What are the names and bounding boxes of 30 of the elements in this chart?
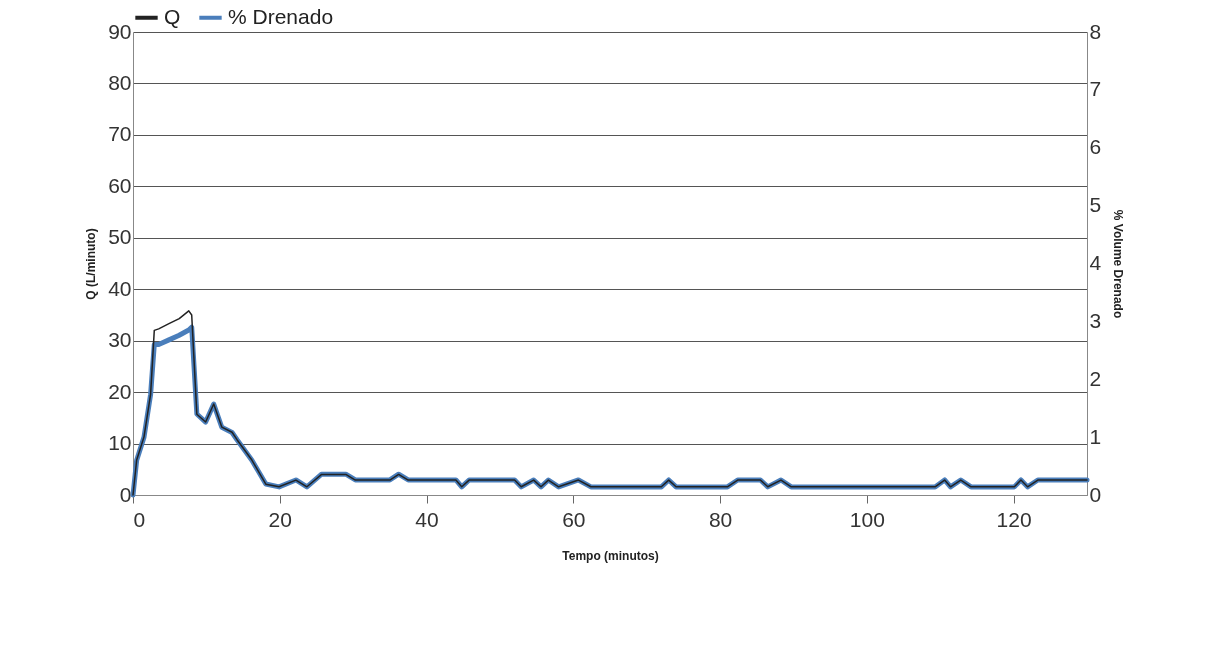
x-tick-label: 40	[415, 507, 439, 531]
x-tick-label: 20	[268, 507, 292, 531]
legend-label: % Drenado	[228, 4, 334, 28]
y-tick-label: 30	[108, 328, 132, 352]
x-tick-label: 80	[708, 507, 733, 531]
y-tick-label: 60	[108, 173, 132, 197]
y-tick-label: 80	[108, 70, 132, 94]
y-tick-label: 40	[108, 276, 132, 300]
y-tick-label: 70	[108, 122, 132, 146]
y-tick-label: 10	[108, 431, 132, 455]
y2-tick-label: 0	[1089, 482, 1102, 506]
y2-tick-label: 2	[1089, 366, 1102, 390]
y2-tick-label: 7	[1089, 77, 1102, 101]
y2-tick-label: 1	[1089, 424, 1102, 448]
y2-tick-label: 8	[1089, 19, 1102, 43]
x-tick-label: 60	[562, 507, 586, 531]
legend-label: Q	[164, 4, 181, 28]
x-axis-title: Tempo (minutos)	[562, 548, 659, 563]
y-tick-label: 90	[108, 19, 132, 43]
y-tick-label: 50	[108, 225, 132, 249]
y-tick-label: 20	[108, 379, 132, 403]
y2-tick-label: 3	[1089, 308, 1102, 332]
y2-tick-label: 5	[1089, 193, 1102, 217]
y2-tick-label: 6	[1089, 135, 1102, 159]
y-axis-title: Q (L/minuto)	[84, 228, 99, 300]
x-tick-label: 100	[849, 507, 885, 531]
y-tick-label: 0	[119, 482, 132, 506]
y2-axis-title: % Volume Drenado	[1111, 209, 1126, 319]
x-tick-label: 120	[996, 507, 1032, 531]
y2-tick-label: 4	[1089, 251, 1102, 274]
